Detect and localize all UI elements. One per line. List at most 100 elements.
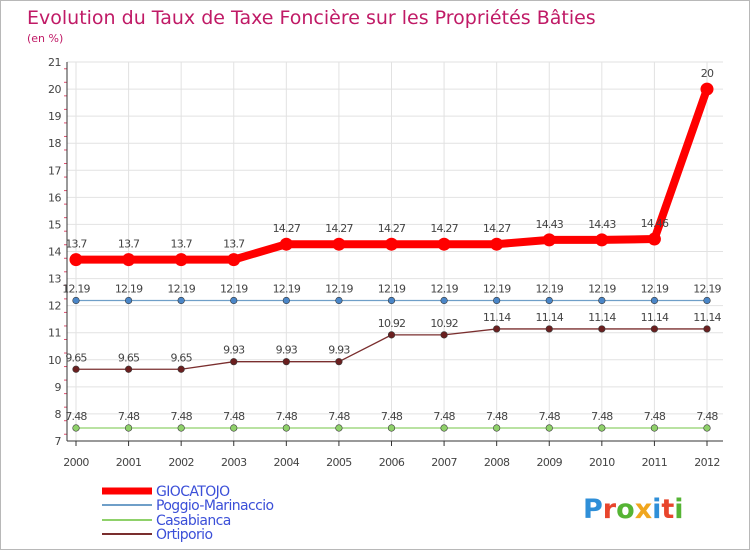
data-label: 7.48	[591, 410, 613, 423]
data-label: 14.46	[641, 217, 669, 230]
data-label: 12.19	[273, 282, 301, 295]
data-label: 20	[701, 67, 714, 80]
data-label: 12.19	[62, 282, 90, 295]
legend-label: Poggio-Marinaccio	[156, 498, 273, 514]
x-tick-label: 2005	[326, 456, 352, 469]
data-label: 14.27	[430, 222, 458, 235]
y-tick-label: 16	[48, 191, 61, 204]
data-label: 14.27	[483, 222, 511, 235]
data-labels: 13.7 13.7 13.7 13.7 14.27 14.27 14.27 14.27 14.2…	[62, 67, 722, 423]
data-label: 7.48	[644, 410, 666, 423]
data-point	[703, 424, 711, 432]
data-point	[279, 237, 293, 251]
y-tick-label: 13	[48, 273, 61, 286]
data-point	[335, 424, 343, 432]
x-tick-label: 2008	[484, 456, 510, 469]
y-tick-label: 7	[55, 435, 62, 448]
data-label: 9.93	[223, 344, 245, 357]
data-point	[385, 237, 398, 251]
data-label: 12.19	[483, 282, 511, 295]
y-tick-label: 8	[55, 408, 62, 421]
data-point	[282, 358, 290, 366]
data-point	[387, 296, 396, 305]
data-point	[545, 424, 553, 432]
data-label: 12.19	[115, 282, 143, 295]
data-label: 9.93	[276, 344, 298, 357]
data-point	[72, 365, 80, 373]
data-label: 12.19	[167, 282, 195, 295]
x-tick-label: 2007	[431, 456, 457, 469]
data-label: 7.48	[696, 410, 718, 423]
logo-letter: i	[652, 494, 661, 525]
data-point	[387, 424, 396, 432]
axes	[64, 62, 723, 446]
data-point	[595, 233, 609, 247]
data-label: 12.19	[325, 282, 353, 295]
data-label: 11.14	[693, 311, 721, 324]
data-label: 7.48	[276, 410, 298, 423]
data-point	[700, 82, 714, 96]
data-label: 13.7	[65, 238, 87, 251]
data-label: 10.92	[430, 317, 458, 330]
data-point	[647, 232, 661, 246]
x-tick-label: 2012	[694, 456, 720, 469]
logo-letter: r	[603, 494, 617, 525]
data-point	[335, 296, 343, 305]
proxiti-logo: Proxiti	[583, 494, 684, 525]
data-point	[174, 253, 188, 267]
data-point	[230, 358, 238, 366]
y-tick-label: 12	[48, 300, 61, 313]
y-tick-label: 21	[48, 56, 61, 69]
x-tick-label: 2001	[116, 456, 142, 469]
data-point	[440, 296, 448, 305]
data-point	[493, 296, 501, 305]
data-point	[598, 424, 606, 432]
x-tick-labels: 2000 2001 2002 2003 2004 2005 2006 2007 2008 2009…	[63, 456, 720, 469]
data-label: 7.48	[486, 410, 508, 423]
data-point	[545, 325, 553, 333]
x-tick-label: 2003	[221, 456, 247, 469]
data-label: 7.48	[328, 410, 350, 423]
y-tick-label: 9	[55, 381, 62, 394]
chart-title: Evolution du Taux de Taxe Foncière sur l…	[27, 7, 596, 29]
data-label: 13.7	[223, 238, 245, 251]
data-label: 11.14	[588, 311, 616, 324]
data-point	[493, 424, 501, 432]
y-tick-label: 20	[48, 83, 61, 96]
data-point	[230, 296, 238, 305]
data-label: 10.92	[378, 317, 406, 330]
data-point	[69, 253, 83, 267]
data-point	[282, 296, 290, 305]
legend-label: Casabianca	[156, 513, 231, 529]
data-label: 13.7	[171, 238, 193, 251]
data-point	[177, 365, 185, 373]
data-label: 12.19	[693, 282, 721, 295]
data-label: 14.27	[325, 222, 353, 235]
data-label: 14.43	[588, 218, 616, 231]
data-point	[437, 237, 451, 251]
data-label: 7.48	[65, 410, 87, 423]
y-tick-label: 11	[48, 327, 61, 340]
data-point	[703, 296, 711, 305]
y-tick-label: 19	[48, 110, 61, 123]
data-label: 13.7	[118, 238, 140, 251]
data-point	[72, 424, 80, 432]
logo-letter: i	[674, 494, 683, 525]
data-label: 12.19	[536, 282, 564, 295]
x-tick-label: 2004	[274, 456, 300, 469]
data-point	[124, 365, 133, 373]
x-tick-label: 2002	[168, 456, 194, 469]
data-label: 14.27	[273, 222, 301, 235]
data-label: 11.14	[536, 311, 564, 324]
x-tick-label: 2009	[536, 456, 562, 469]
data-point	[227, 253, 241, 267]
data-label: 7.48	[223, 410, 245, 423]
y-tick-labels: 7 8 9 10 11 12 13 14 15 16 17 18 19 20 21	[48, 56, 62, 448]
data-label: 7.48	[118, 410, 140, 423]
x-tick-label: 2006	[379, 456, 405, 469]
data-point	[598, 296, 606, 305]
data-label: 9.65	[118, 351, 140, 364]
grid	[67, 61, 723, 441]
data-label: 7.48	[539, 410, 561, 423]
